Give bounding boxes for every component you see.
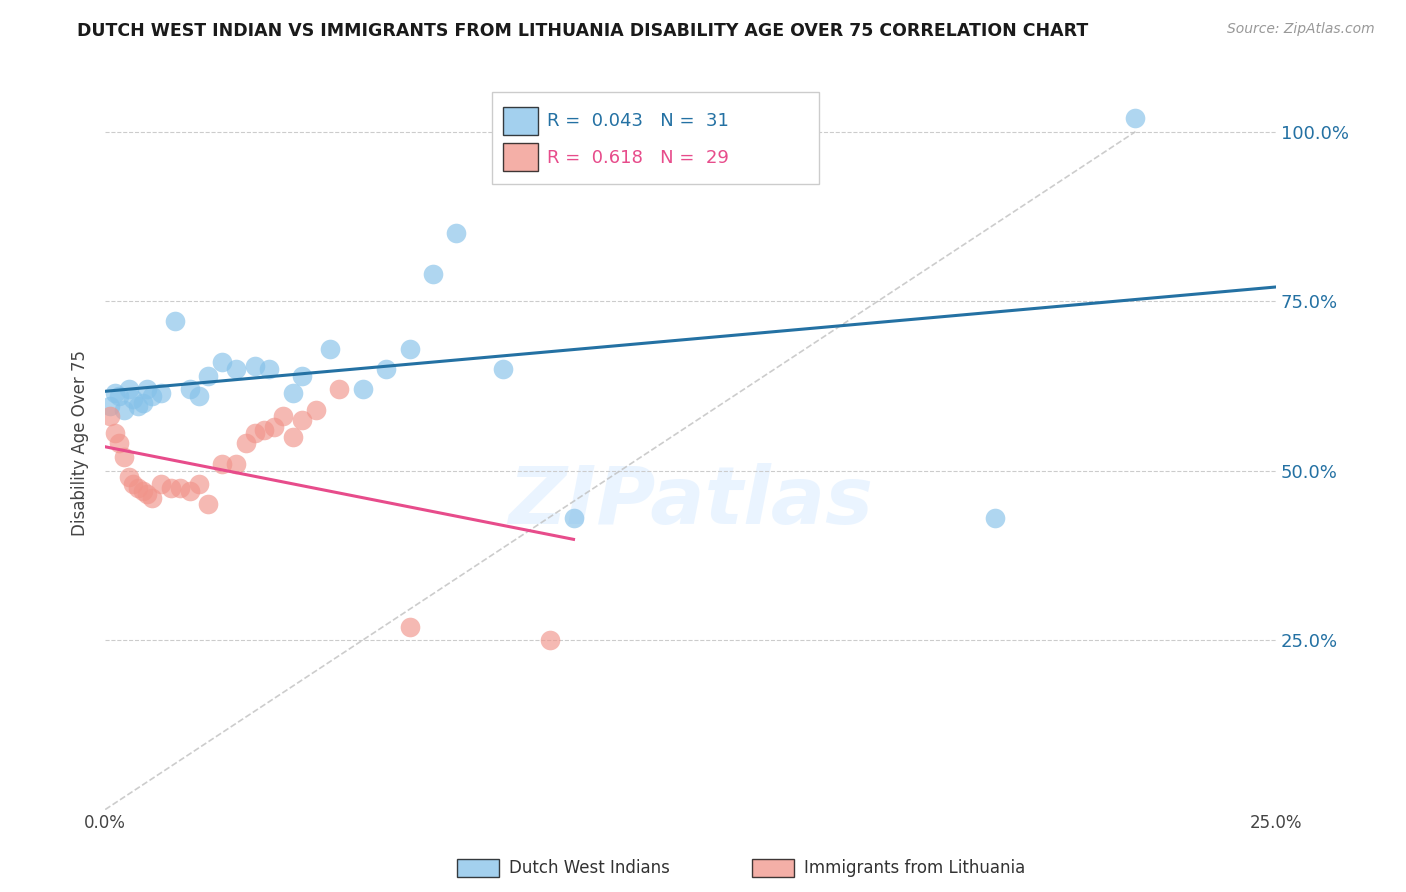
Text: R =  0.618   N =  29: R = 0.618 N = 29 — [547, 149, 728, 167]
Point — [291, 413, 314, 427]
Point — [187, 477, 209, 491]
Point — [422, 267, 444, 281]
Point — [253, 423, 276, 437]
Point — [984, 511, 1007, 525]
Point — [211, 355, 233, 369]
Point — [271, 409, 294, 424]
Point — [136, 382, 159, 396]
Point — [243, 426, 266, 441]
Point — [225, 362, 247, 376]
Point — [281, 430, 304, 444]
Point — [257, 362, 280, 376]
Point — [141, 491, 163, 505]
Point — [398, 619, 420, 633]
Text: Dutch West Indians: Dutch West Indians — [509, 859, 669, 877]
FancyBboxPatch shape — [503, 144, 538, 171]
Point — [169, 481, 191, 495]
Point — [291, 368, 314, 383]
Point — [103, 426, 125, 441]
Y-axis label: Disability Age Over 75: Disability Age Over 75 — [72, 351, 89, 536]
Point — [562, 511, 585, 525]
Point — [108, 436, 131, 450]
Point — [112, 402, 135, 417]
Point — [328, 382, 350, 396]
Point — [197, 368, 219, 383]
Point — [319, 342, 342, 356]
Text: R =  0.043   N =  31: R = 0.043 N = 31 — [547, 112, 728, 130]
Point — [150, 385, 173, 400]
Point — [538, 633, 561, 648]
Point — [127, 481, 149, 495]
Point — [305, 402, 328, 417]
Point — [159, 481, 181, 495]
Point — [179, 382, 201, 396]
Text: ZIPatlas: ZIPatlas — [508, 463, 873, 541]
Point — [117, 470, 139, 484]
Point — [136, 487, 159, 501]
Point — [98, 409, 121, 424]
Point — [108, 389, 131, 403]
Point — [122, 392, 145, 407]
FancyBboxPatch shape — [492, 92, 820, 184]
Point — [150, 477, 173, 491]
Point — [98, 399, 121, 413]
FancyBboxPatch shape — [503, 107, 538, 135]
Point — [131, 396, 153, 410]
Point — [103, 385, 125, 400]
Text: Source: ZipAtlas.com: Source: ZipAtlas.com — [1227, 22, 1375, 37]
Point — [165, 314, 187, 328]
Point — [112, 450, 135, 464]
Point — [446, 227, 468, 241]
Point — [398, 342, 420, 356]
Point — [131, 483, 153, 498]
Point — [225, 457, 247, 471]
Text: Immigrants from Lithuania: Immigrants from Lithuania — [804, 859, 1025, 877]
Point — [243, 359, 266, 373]
Point — [187, 389, 209, 403]
Point — [263, 419, 285, 434]
Point — [179, 483, 201, 498]
Point — [197, 498, 219, 512]
Point — [141, 389, 163, 403]
Point — [281, 385, 304, 400]
Text: DUTCH WEST INDIAN VS IMMIGRANTS FROM LITHUANIA DISABILITY AGE OVER 75 CORRELATIO: DUTCH WEST INDIAN VS IMMIGRANTS FROM LIT… — [77, 22, 1088, 40]
Point — [122, 477, 145, 491]
Point — [211, 457, 233, 471]
Point — [492, 362, 515, 376]
Point — [235, 436, 257, 450]
Point — [375, 362, 398, 376]
Point — [127, 399, 149, 413]
Point — [352, 382, 374, 396]
Point — [1125, 111, 1147, 125]
Point — [117, 382, 139, 396]
